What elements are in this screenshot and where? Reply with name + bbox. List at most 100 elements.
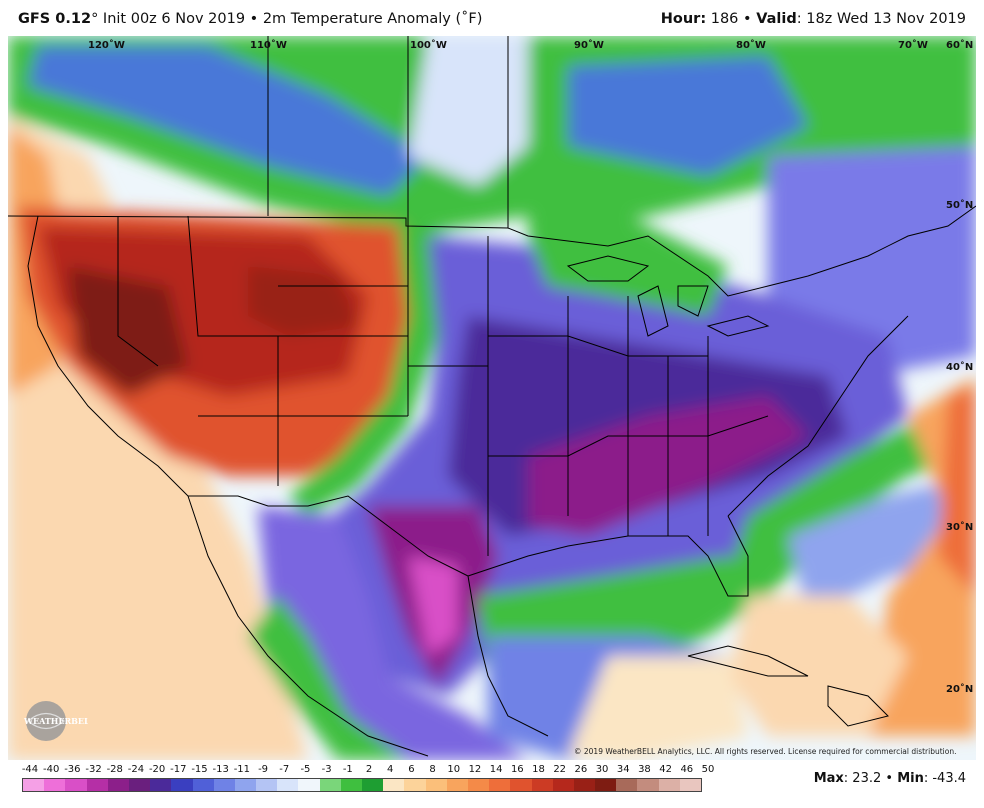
- legend-tick-label: -44: [21, 764, 39, 775]
- legend-tick-label: 42: [659, 764, 672, 775]
- legend-swatch: [616, 779, 638, 791]
- legend-labels: -44 -40 -36 -32 -28 -24 -20 -17 -15 -13 -11 -9 -7 -5-…: [21, 764, 715, 778]
- degree-mark: °: [91, 11, 99, 27]
- lat-label-40n: 40˚N: [946, 361, 973, 373]
- legend-tick-label: 8: [429, 764, 436, 775]
- legend-swatch: [637, 779, 659, 791]
- legend-swatch: [128, 779, 151, 791]
- copyright-notice: © 2019 WeatherBELL Analytics, LLC. All r…: [574, 747, 957, 756]
- legend-swatch: [234, 779, 257, 791]
- longitude-labels: 120˚W 110˚W 100˚W 90˚W 80˚W 70˚W 60˚N: [88, 39, 973, 51]
- legend-swatch: [658, 779, 680, 791]
- min-label: Min: [897, 771, 924, 786]
- texas-extreme-cold: [408, 556, 458, 656]
- hour-label: Hour:: [660, 11, 707, 27]
- legend-tick-label: -17: [170, 764, 187, 775]
- init-text: Init 00z 6 Nov 2019 • 2m Temperature Ano…: [98, 11, 483, 27]
- lon-label-90w: 90˚W: [574, 39, 604, 51]
- legend-tick-label: 2: [365, 764, 373, 775]
- weatherbell-logo: WEATHERBELL: [18, 696, 96, 746]
- canada-west-blue: [28, 46, 428, 196]
- atlantic-green-band: [728, 396, 976, 596]
- legend-swatch: [404, 779, 426, 791]
- legend-tick-label: -5: [300, 764, 311, 775]
- logo-globe-icon: [26, 701, 66, 741]
- legend-swatch: [65, 779, 87, 791]
- legend-swatch: [319, 779, 341, 791]
- caribbean-light: [568, 656, 748, 760]
- legend-swatch: [213, 779, 235, 791]
- legend-tick-label: -28: [106, 764, 123, 775]
- nevada-hot-core: [68, 266, 188, 396]
- legend-tick-label: 12: [468, 764, 482, 775]
- lon-label-110w: 110˚W: [250, 39, 287, 51]
- legend-tick-label: 26: [574, 764, 588, 775]
- legend-tick-label: 30: [595, 764, 609, 775]
- legend-swatch: [256, 779, 278, 791]
- legend-tick-label: 14: [489, 764, 503, 775]
- max-min-readout: Max: 23.2 • Min: -43.4: [814, 771, 966, 786]
- map-header: GFS 0.12° Init 00z 6 Nov 2019 • 2m Tempe…: [0, 0, 984, 36]
- legend-swatch: [531, 779, 553, 791]
- map-title: GFS 0.12° Init 00z 6 Nov 2019 • 2m Tempe…: [18, 11, 482, 27]
- legend-swatch: [298, 779, 320, 791]
- legend-tick-label: -40: [43, 764, 60, 775]
- legend-tick-label: 34: [616, 764, 630, 775]
- latitude-labels: 50˚N 40˚N 30˚N 20˚N: [946, 199, 973, 695]
- legend-tick-label: 4: [387, 764, 394, 775]
- legend-swatch: [489, 779, 511, 791]
- lon-label-80w: 80˚W: [736, 39, 766, 51]
- valid-value: : 18z Wed 13 Nov 2019: [796, 11, 966, 27]
- legend-swatch: [86, 779, 108, 791]
- model-name: GFS 0.12: [18, 11, 92, 27]
- legend-tick-label: 10: [447, 764, 461, 775]
- legend-tick-label: -9: [258, 764, 269, 775]
- legend-tick-label: 18: [532, 764, 545, 775]
- legend-swatch: [192, 779, 214, 791]
- lat-label-50n: 50˚N: [946, 199, 973, 211]
- legend-tick-label: 22: [553, 764, 567, 775]
- valid-time: Hour: 186 • Valid: 18z Wed 13 Nov 2019: [661, 11, 966, 27]
- max-label: Max: [813, 771, 844, 786]
- legend-swatch: [150, 779, 172, 791]
- legend-swatch: [425, 779, 447, 791]
- legend-swatch: [362, 779, 384, 791]
- legend-tick-label: -15: [191, 764, 208, 775]
- legend-tick-label: -7: [279, 764, 290, 775]
- legend-tick-label: 38: [638, 764, 651, 775]
- rockies-hot: [248, 266, 358, 336]
- legend-swatch: [44, 779, 66, 791]
- lat-label-60n: 60˚N: [946, 39, 973, 51]
- lon-label-70w: 70˚W: [898, 39, 928, 51]
- temperature-anomaly-map: 120˚W 110˚W 100˚W 90˚W 80˚W 70˚W 60˚N 50…: [8, 36, 976, 760]
- legend-tick-label: -24: [127, 764, 145, 775]
- lon-label-100w: 100˚W: [410, 39, 447, 51]
- prairie-light: [408, 36, 528, 186]
- legend-tick-label: -1: [342, 764, 353, 775]
- valid-label: Valid: [756, 11, 797, 27]
- legend-swatch: [510, 779, 532, 791]
- atlantic-warm-core: [938, 386, 976, 596]
- legend-tick-label: 46: [680, 764, 694, 775]
- lon-label-120w: 120˚W: [88, 39, 125, 51]
- legend-swatch: [340, 779, 362, 791]
- lat-label-30n: 30˚N: [946, 521, 973, 533]
- atlantic-blue-band: [788, 476, 976, 616]
- mexico-green: [248, 596, 408, 760]
- legend-swatch: [573, 779, 596, 791]
- legend-color-bar: [22, 778, 702, 792]
- min-value: : -43.4: [923, 771, 966, 786]
- legend-swatch: [552, 779, 574, 791]
- legend-swatch: [595, 779, 617, 791]
- hudson-blue: [568, 56, 808, 176]
- legend-swatch: [277, 779, 299, 791]
- legend-tick-label: 6: [408, 764, 415, 775]
- legend-tick-label: -3: [321, 764, 332, 775]
- legend-swatch: [107, 779, 129, 791]
- legend-swatch: [383, 779, 405, 791]
- legend-tick-label: 16: [510, 764, 524, 775]
- max-value: : 23.2 •: [843, 771, 898, 786]
- lat-label-20n: 20˚N: [946, 683, 973, 695]
- hour-value: 186 •: [706, 11, 757, 27]
- color-legend: -44 -40 -36 -32 -28 -24 -20 -17 -15 -13 -11 -9 -7 -5-…: [21, 764, 715, 794]
